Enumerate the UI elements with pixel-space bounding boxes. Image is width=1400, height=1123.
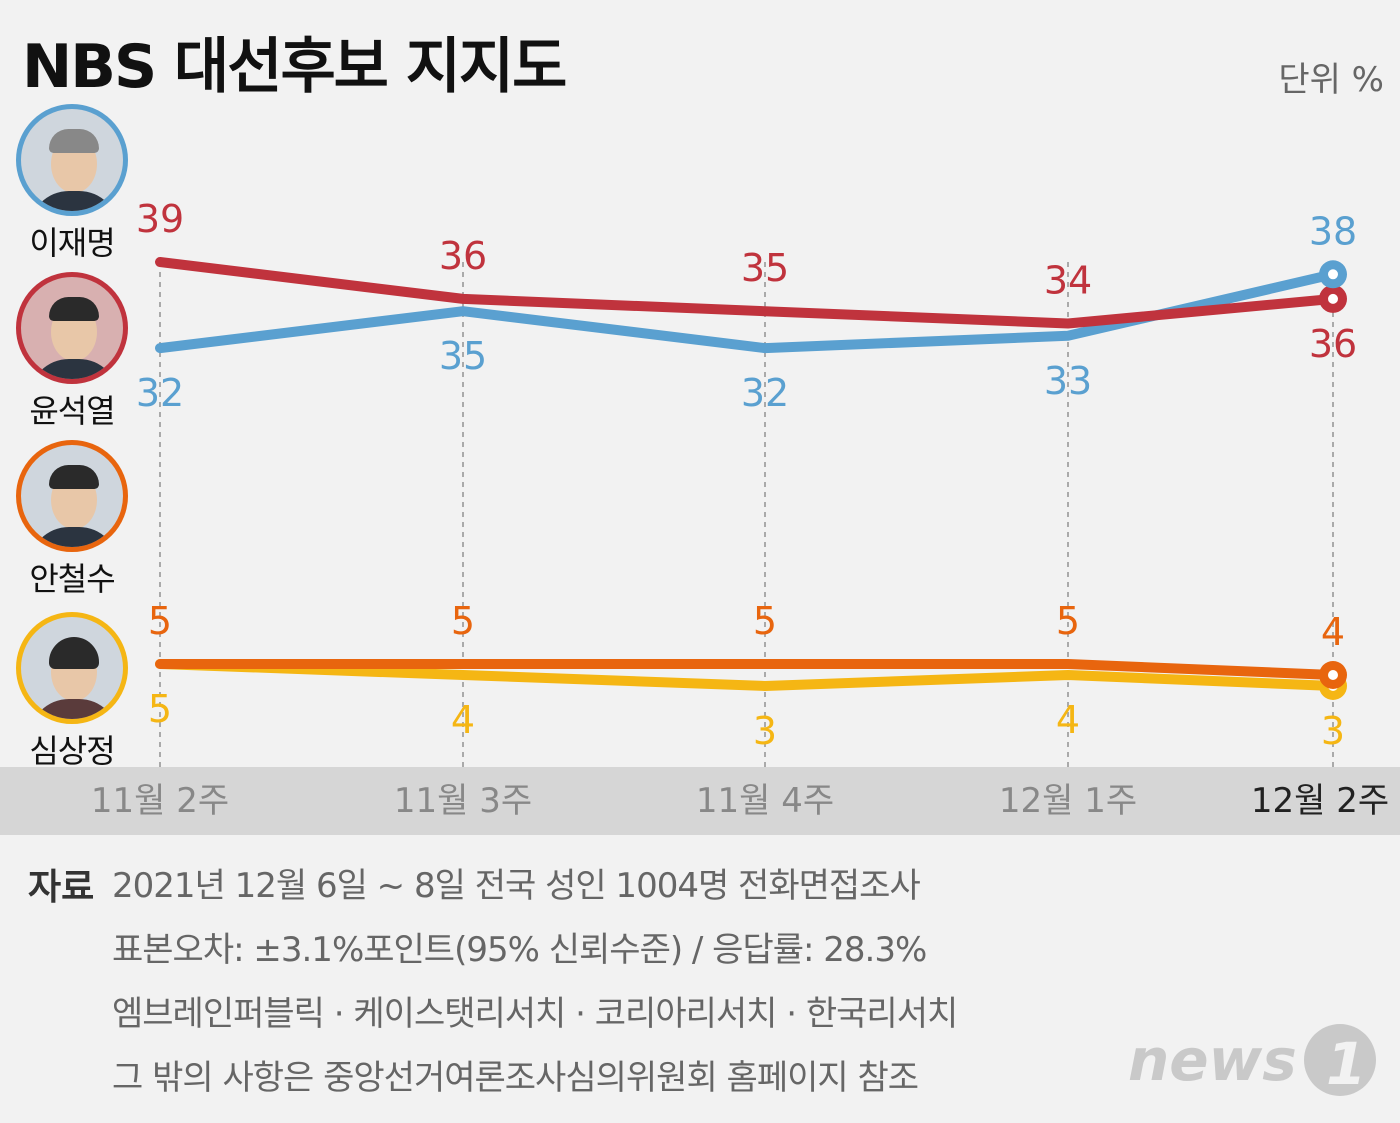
data-label: 3 xyxy=(1321,709,1345,753)
data-label: 38 xyxy=(1309,209,1357,253)
source-label: 자료 xyxy=(28,858,94,910)
data-label: 4 xyxy=(451,698,475,742)
data-label: 5 xyxy=(753,599,777,643)
x-tick-label: 12월 2주 xyxy=(1251,781,1389,821)
x-tick-label: 11월 4주 xyxy=(696,781,834,821)
data-label: 5 xyxy=(1056,599,1080,643)
data-label: 33 xyxy=(1044,359,1092,403)
data-label: 35 xyxy=(741,246,789,290)
endpoint-marker-dot xyxy=(1328,294,1338,304)
data-label: 4 xyxy=(1321,610,1345,654)
x-tick-label: 11월 3주 xyxy=(394,781,532,821)
x-tick-label: 11월 2주 xyxy=(91,781,229,821)
data-label: 36 xyxy=(439,234,487,278)
data-label: 5 xyxy=(451,599,475,643)
source-line: 그 밖의 사항은 중앙선거여론조사심의위원회 홈페이지 참조 xyxy=(112,1050,918,1099)
endpoint-marker-dot xyxy=(1328,269,1338,279)
data-label: 3 xyxy=(753,709,777,753)
svg-text:1: 1 xyxy=(1326,1030,1366,1098)
data-label: 39 xyxy=(136,197,184,241)
data-label: 4 xyxy=(1056,698,1080,742)
data-label: 32 xyxy=(741,371,789,415)
source-line: 엠브레인퍼블릭 · 케이스탯리서치 · 코리아리서치 · 한국리서치 xyxy=(112,986,957,1035)
data-label: 35 xyxy=(439,334,487,378)
data-label: 34 xyxy=(1044,259,1092,303)
x-tick-label: 12월 1주 xyxy=(999,781,1137,821)
source-line: 표본오차: ±3.1%포인트(95% 신뢰수준) / 응답률: 28.3% xyxy=(112,922,926,971)
svg-text:news: news xyxy=(1128,1026,1297,1094)
source-line: 2021년 12월 6일 ~ 8일 전국 성인 1004명 전화면접조사 xyxy=(112,858,920,907)
news1-logo: news 1 xyxy=(1128,1022,1378,1098)
endpoint-marker-dot xyxy=(1328,670,1338,680)
data-label: 5 xyxy=(148,687,172,731)
data-label: 5 xyxy=(148,599,172,643)
data-label: 36 xyxy=(1309,322,1357,366)
data-label: 32 xyxy=(136,371,184,415)
